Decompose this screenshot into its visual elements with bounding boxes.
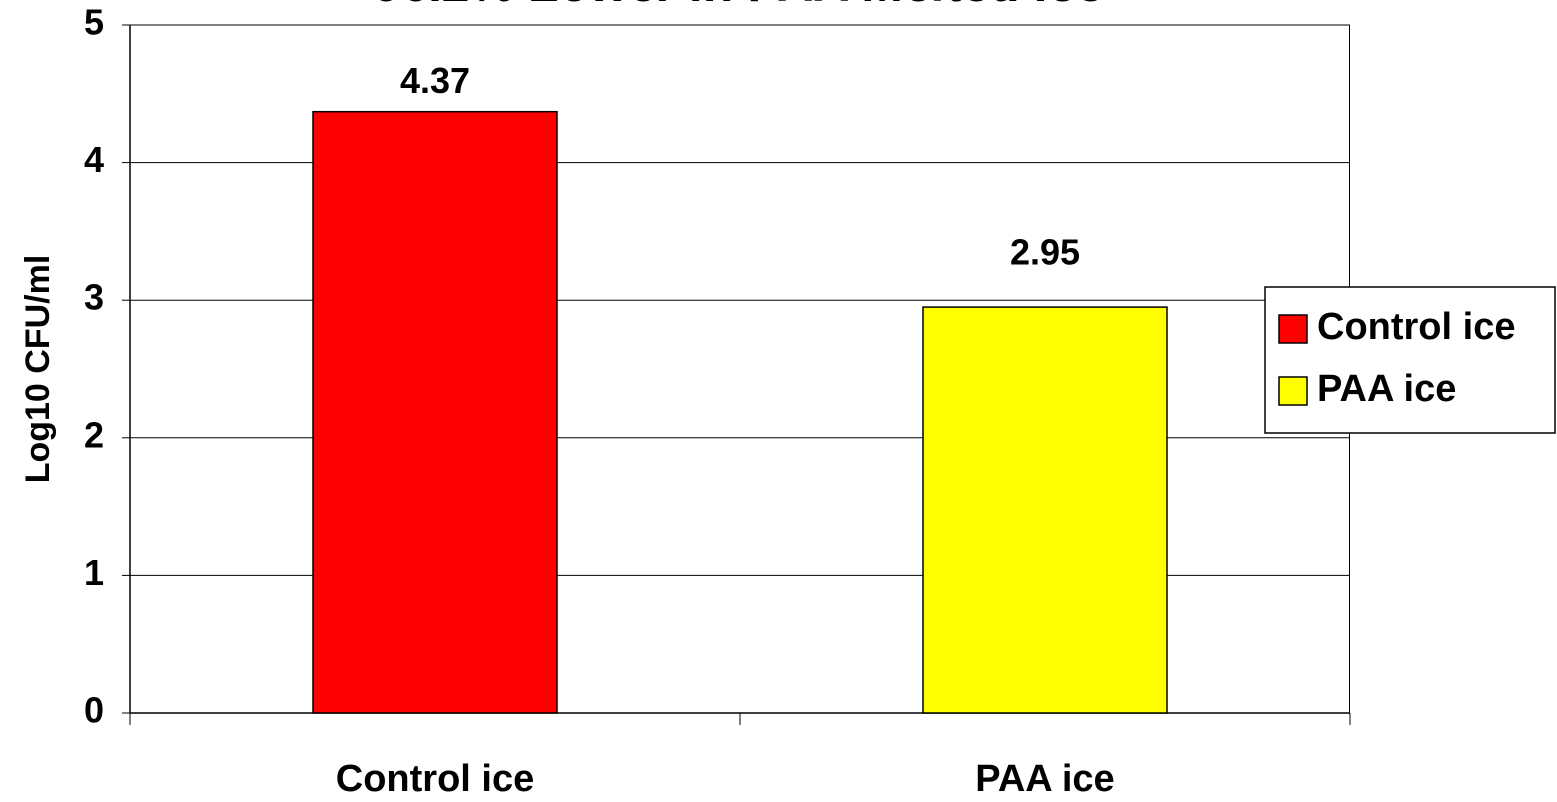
chart-title: 96.2% Lower in PAA Melted Ice bbox=[375, 0, 1106, 12]
x-tick-label: PAA ice bbox=[975, 758, 1114, 800]
y-tick-label: 0 bbox=[84, 690, 104, 731]
x-tick-label: Control ice bbox=[336, 758, 534, 800]
legend-label: Control ice bbox=[1317, 306, 1515, 348]
y-tick-label: 1 bbox=[84, 552, 104, 593]
y-tick-label: 5 bbox=[84, 2, 104, 43]
data-label: 4.37 bbox=[400, 60, 470, 101]
data-label: 2.95 bbox=[1010, 232, 1080, 273]
y-tick-label: 3 bbox=[84, 277, 104, 318]
legend-box bbox=[1264, 286, 1556, 434]
bar bbox=[922, 306, 1168, 714]
legend-swatch bbox=[1278, 314, 1308, 344]
legend-label: PAA ice bbox=[1317, 368, 1456, 410]
y-axis-label: Log10 CFU/ml bbox=[19, 255, 57, 484]
legend-swatch bbox=[1278, 376, 1308, 406]
y-tick-label: 4 bbox=[84, 139, 104, 180]
bar bbox=[312, 110, 558, 714]
y-tick-label: 2 bbox=[84, 414, 104, 455]
